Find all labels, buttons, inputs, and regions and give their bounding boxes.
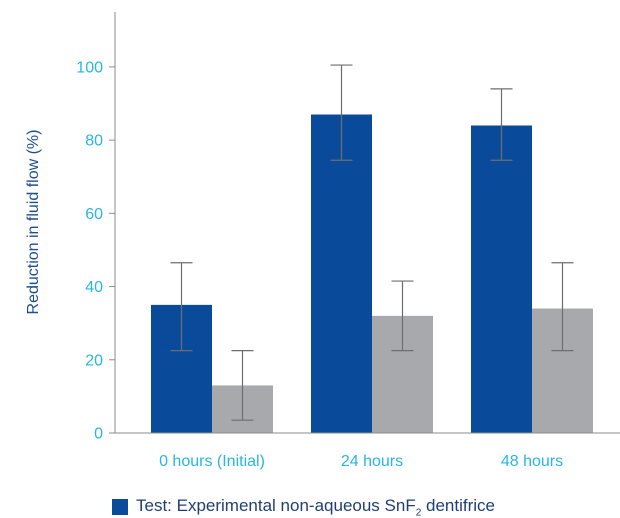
labels-group: 0 hours (Initial) 24 hours 48 hours 0 20 40 60… <box>25 59 563 470</box>
legend-swatch-test <box>112 499 128 516</box>
x-tick-label-2: 24 hours <box>341 453 403 470</box>
legend-label-test: Test: Experimental non-aqueous SnF2 dent… <box>136 496 495 518</box>
x-tick-label-1: 0 hours (Initial) <box>159 453 265 470</box>
axes-group <box>109 12 620 434</box>
bar-series1-2 <box>311 114 372 434</box>
bar-chart: 0 hours (Initial) 24 hours 48 hours 0 20 40 60… <box>25 12 620 470</box>
y-tick-label-100: 100 <box>76 59 103 76</box>
x-tick-label-3: 48 hours <box>501 453 563 470</box>
bars-group <box>151 114 593 434</box>
y-tick-label-40: 40 <box>85 279 103 296</box>
y-axis-title: Reduction in fluid flow (%) <box>25 130 42 315</box>
legend: Test: Experimental non-aqueous SnF2 dent… <box>112 496 495 518</box>
y-tick-label-0: 0 <box>94 426 103 443</box>
y-tick-label-80: 80 <box>85 133 103 150</box>
y-tick-label-60: 60 <box>85 206 103 223</box>
bar-series1-3 <box>471 125 532 434</box>
error-bars-group <box>170 64 574 421</box>
y-tick-label-20: 20 <box>85 352 103 369</box>
